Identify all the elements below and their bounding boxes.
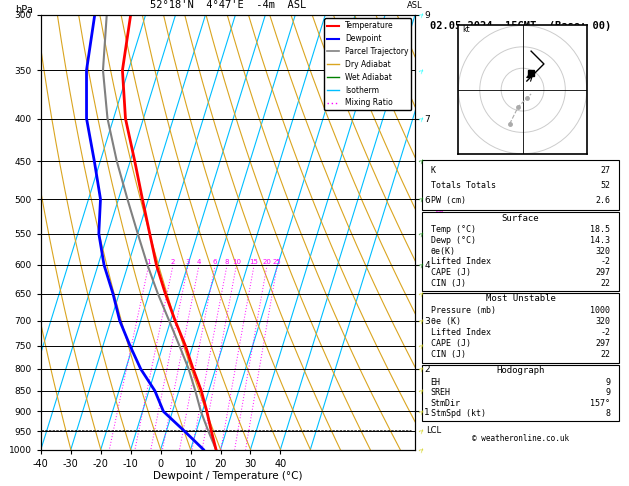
Bar	[423, 212, 619, 291]
Text: 8: 8	[225, 259, 229, 265]
Text: 15: 15	[250, 259, 259, 265]
Text: StmDir: StmDir	[430, 399, 460, 408]
Text: 157°: 157°	[591, 399, 611, 408]
Text: >: >	[417, 229, 426, 238]
Text: 22: 22	[601, 279, 611, 288]
Text: 1: 1	[147, 259, 151, 265]
Text: km
ASL: km ASL	[408, 0, 423, 10]
Text: Surface: Surface	[502, 214, 539, 223]
Text: hPa: hPa	[14, 4, 33, 15]
Text: θe (K): θe (K)	[430, 317, 460, 326]
Text: >: >	[417, 445, 426, 454]
Text: >: >	[417, 427, 426, 435]
Text: >: >	[417, 66, 426, 74]
Text: LCL: LCL	[426, 426, 442, 435]
Text: CIN (J): CIN (J)	[430, 279, 465, 288]
Text: Temp (°C): Temp (°C)	[430, 226, 476, 235]
Text: 320: 320	[596, 247, 611, 256]
Text: 9: 9	[606, 378, 611, 387]
Bar	[423, 293, 619, 363]
Text: 25: 25	[273, 259, 282, 265]
Text: 1000: 1000	[591, 306, 611, 315]
Text: K: K	[430, 166, 435, 174]
Text: kt: kt	[463, 25, 470, 34]
Text: CAPE (J): CAPE (J)	[430, 268, 470, 277]
Text: >: >	[417, 364, 426, 373]
Text: Totals Totals: Totals Totals	[430, 181, 496, 190]
Text: 2.6: 2.6	[596, 196, 611, 205]
Text: >: >	[417, 157, 426, 165]
Text: CAPE (J): CAPE (J)	[430, 339, 470, 348]
Text: Pressure (mb): Pressure (mb)	[430, 306, 496, 315]
Text: 6: 6	[213, 259, 218, 265]
Legend: Temperature, Dewpoint, Parcel Trajectory, Dry Adiabat, Wet Adiabat, Isotherm, Mi: Temperature, Dewpoint, Parcel Trajectory…	[324, 18, 411, 110]
Text: 320: 320	[596, 317, 611, 326]
Text: Lifted Index: Lifted Index	[430, 258, 491, 266]
Text: 20: 20	[263, 259, 272, 265]
Text: -2: -2	[601, 328, 611, 337]
Text: 52: 52	[601, 181, 611, 190]
Text: 18.5: 18.5	[591, 226, 611, 235]
Text: θe(K): θe(K)	[430, 247, 455, 256]
Text: >: >	[417, 10, 426, 19]
Text: 22: 22	[601, 350, 611, 359]
Text: Dewp (°C): Dewp (°C)	[430, 236, 476, 245]
Text: >: >	[417, 290, 426, 298]
Text: Lifted Index: Lifted Index	[430, 328, 491, 337]
Text: 02.05.2024  15GMT  (Base: 00): 02.05.2024 15GMT (Base: 00)	[430, 21, 611, 31]
Text: >: >	[417, 316, 426, 325]
Text: 10: 10	[232, 259, 241, 265]
X-axis label: Dewpoint / Temperature (°C): Dewpoint / Temperature (°C)	[153, 471, 303, 481]
Text: 2: 2	[171, 259, 175, 265]
Text: 52°18'N  4°47'E  -4m  ASL: 52°18'N 4°47'E -4m ASL	[150, 0, 306, 10]
Text: 297: 297	[596, 339, 611, 348]
Text: Most Unstable: Most Unstable	[486, 294, 555, 303]
Text: >: >	[417, 342, 426, 350]
Text: >: >	[417, 407, 426, 416]
Text: 8: 8	[606, 409, 611, 418]
Text: © weatheronline.co.uk: © weatheronline.co.uk	[472, 434, 569, 443]
Text: StmSpd (kt): StmSpd (kt)	[430, 409, 486, 418]
Text: PW (cm): PW (cm)	[430, 196, 465, 205]
Text: 9: 9	[606, 388, 611, 397]
Text: -2: -2	[601, 258, 611, 266]
Bar	[423, 364, 619, 421]
Text: Mixing Ratio (g/kg): Mixing Ratio (g/kg)	[435, 192, 444, 272]
Text: 14.3: 14.3	[591, 236, 611, 245]
Text: CIN (J): CIN (J)	[430, 350, 465, 359]
Text: 4: 4	[197, 259, 201, 265]
Text: Hodograph: Hodograph	[496, 366, 545, 375]
Text: >: >	[417, 195, 426, 203]
Text: >: >	[417, 261, 426, 269]
Text: 297: 297	[596, 268, 611, 277]
Text: >: >	[417, 114, 426, 122]
Text: >: >	[417, 387, 426, 395]
Text: 27: 27	[601, 166, 611, 174]
Text: EH: EH	[430, 378, 440, 387]
Text: 3: 3	[186, 259, 191, 265]
Text: SREH: SREH	[430, 388, 450, 397]
Bar	[423, 160, 619, 210]
